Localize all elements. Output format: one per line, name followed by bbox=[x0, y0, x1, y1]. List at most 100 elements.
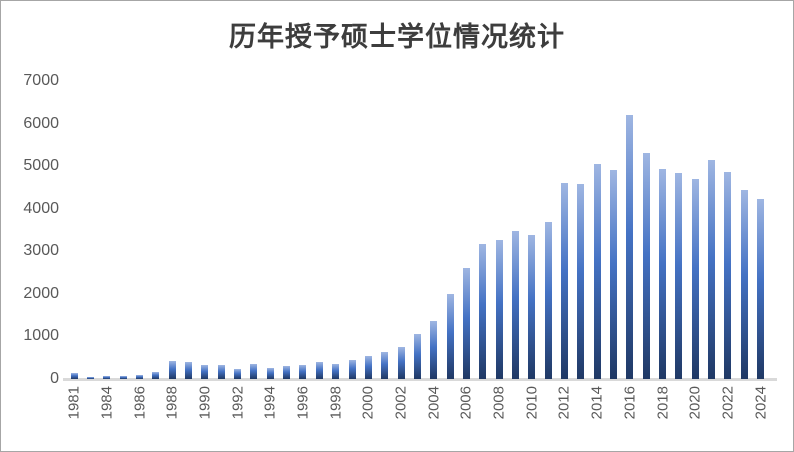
bar-1995 bbox=[283, 365, 291, 379]
bar-2020 bbox=[691, 178, 699, 379]
bar-2023 bbox=[740, 189, 748, 379]
bar-2015 bbox=[610, 169, 618, 379]
y-axis-tick-label: 1000 bbox=[23, 327, 59, 345]
bar-2004 bbox=[430, 321, 438, 379]
bar-slot: 2004 bbox=[425, 81, 442, 419]
bar-slot bbox=[573, 81, 589, 379]
bar-slot: 2008 bbox=[491, 81, 508, 419]
bar-1984 bbox=[103, 376, 111, 379]
bar-2005 bbox=[446, 293, 454, 379]
bar-slot bbox=[278, 81, 294, 379]
bar-slot: 1996 bbox=[294, 81, 311, 419]
y-axis-tick-label: 6000 bbox=[23, 114, 59, 132]
bar-2008 bbox=[495, 240, 503, 379]
bar-1998 bbox=[332, 363, 340, 379]
bar-slot: 1986 bbox=[131, 81, 148, 419]
bar-2013 bbox=[577, 183, 585, 379]
x-axis-tick-label: 2024 bbox=[752, 386, 770, 420]
bar-slot bbox=[82, 81, 98, 379]
bar-1997 bbox=[315, 362, 323, 379]
x-axis-line bbox=[63, 378, 777, 381]
y-axis-tick-label: 2000 bbox=[23, 284, 59, 302]
x-axis-tick-label: 2010 bbox=[523, 386, 541, 420]
chart-title: 历年授予硕士学位情况统计 bbox=[229, 22, 565, 52]
bar-slot: 2010 bbox=[523, 81, 540, 419]
x-axis-tick-label: 2022 bbox=[719, 386, 737, 420]
bar-1993 bbox=[250, 364, 258, 379]
bar-1999 bbox=[348, 359, 356, 379]
x-axis-tick-label: 1998 bbox=[327, 386, 345, 420]
x-axis-tick-label: 2004 bbox=[425, 386, 443, 420]
x-axis-tick-label: 1990 bbox=[196, 386, 214, 420]
x-axis-tick-label: 2006 bbox=[457, 386, 475, 420]
y-axis-tick-label: 7000 bbox=[23, 72, 59, 89]
bar-slot: 2022 bbox=[719, 81, 736, 419]
bar-2001 bbox=[381, 352, 389, 379]
bar-slot: 1984 bbox=[98, 81, 115, 419]
bar-slot bbox=[507, 81, 523, 379]
x-axis-tick-label: 2008 bbox=[490, 386, 508, 420]
bar-1991 bbox=[217, 364, 225, 379]
bar-2002 bbox=[397, 347, 405, 379]
bar-slot: 1990 bbox=[196, 81, 213, 419]
bar-1981 bbox=[70, 372, 78, 379]
bar-1990 bbox=[201, 365, 209, 379]
bar-slot: 2002 bbox=[393, 81, 410, 419]
bar-1992 bbox=[234, 368, 242, 379]
bar-slot bbox=[311, 81, 327, 379]
y-axis-tick-label: 0 bbox=[50, 370, 59, 387]
y-axis-tick-label: 3000 bbox=[23, 242, 59, 260]
bar-2018 bbox=[659, 168, 667, 379]
bar-slot bbox=[148, 81, 164, 379]
bar-slot bbox=[344, 81, 360, 379]
bar-slot bbox=[442, 81, 458, 379]
bar-1996 bbox=[299, 365, 307, 379]
bar-2000 bbox=[364, 356, 372, 379]
x-axis-tick-label: 1996 bbox=[294, 386, 312, 420]
bar-slot bbox=[213, 81, 229, 379]
bar-2016 bbox=[626, 115, 634, 379]
bar-1988 bbox=[168, 360, 176, 379]
x-axis-tick-label: 1992 bbox=[229, 386, 247, 420]
bar-2024 bbox=[757, 198, 765, 379]
x-axis-tick-label: 2002 bbox=[392, 386, 410, 420]
bar-2012 bbox=[560, 182, 568, 379]
bar-2021 bbox=[708, 160, 716, 379]
y-axis-tick-label: 4000 bbox=[23, 199, 59, 217]
x-axis-tick-label: 2012 bbox=[555, 386, 573, 420]
bar-2007 bbox=[479, 244, 487, 379]
bar-slot: 1981 bbox=[66, 81, 83, 419]
x-axis-tick-label: 1984 bbox=[98, 386, 116, 420]
x-axis-tick-label: 1981 bbox=[65, 386, 83, 420]
y-axis-tick-label: 5000 bbox=[23, 157, 59, 175]
x-axis-tick-label: 2020 bbox=[686, 386, 704, 420]
bar-slot bbox=[115, 81, 131, 379]
bar-1987 bbox=[152, 372, 160, 379]
bar-slot: 2012 bbox=[556, 81, 573, 419]
bar-2019 bbox=[675, 173, 683, 379]
bar-1982 bbox=[87, 376, 95, 379]
bar-series: 1981 1984 1986 1988 1990 1992 1994 1996 1998 2000… bbox=[66, 81, 769, 419]
bar-slot bbox=[246, 81, 262, 379]
bar-slot bbox=[475, 81, 491, 379]
bar-slot: 2018 bbox=[654, 81, 671, 419]
bar-1986 bbox=[136, 375, 144, 379]
bar-1985 bbox=[119, 375, 127, 379]
bar-slot: 2014 bbox=[589, 81, 606, 419]
x-axis-tick-label: 1988 bbox=[163, 386, 181, 420]
x-axis-tick-label: 2016 bbox=[621, 386, 639, 420]
bar-slot bbox=[377, 81, 393, 379]
bar-slot bbox=[180, 81, 196, 379]
bar-1994 bbox=[266, 367, 274, 379]
bar-slot bbox=[703, 81, 719, 379]
bar-slot bbox=[736, 81, 752, 379]
bar-slot: 1988 bbox=[164, 81, 181, 419]
bar-slot: 2016 bbox=[621, 81, 638, 419]
bar-2010 bbox=[528, 234, 536, 379]
bar-slot bbox=[671, 81, 687, 379]
bar-slot: 2000 bbox=[360, 81, 377, 419]
bar-slot bbox=[540, 81, 556, 379]
bar-2009 bbox=[511, 231, 519, 379]
bar-2014 bbox=[593, 164, 601, 379]
